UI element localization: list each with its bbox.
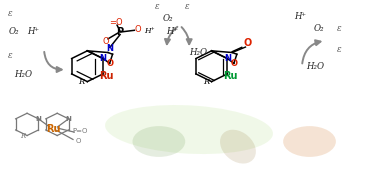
Ellipse shape [105,105,273,154]
Text: H₂O: H₂O [189,48,208,57]
Text: ε: ε [336,24,341,33]
Text: O: O [102,37,109,46]
Text: H₂O: H₂O [306,62,324,71]
Text: P=O: P=O [72,128,87,134]
Text: ε: ε [185,2,189,11]
Ellipse shape [283,126,336,157]
Text: ε: ε [336,45,341,54]
Text: O: O [231,59,237,68]
Text: H⁺: H⁺ [27,28,39,37]
Text: R: R [203,78,209,86]
Text: =O: =O [110,18,123,27]
Text: N: N [107,44,113,53]
Text: H₂O: H₂O [14,70,33,79]
Text: H⁺: H⁺ [166,28,178,37]
Text: O₂: O₂ [9,28,19,37]
Text: Ru: Ru [99,71,113,81]
Text: N: N [224,54,231,63]
Ellipse shape [133,126,185,157]
Text: Ru: Ru [223,71,237,81]
Text: O: O [135,25,141,34]
Text: H⁺: H⁺ [294,12,306,21]
Text: R: R [20,131,25,139]
Text: ε: ε [8,9,12,18]
Text: O₂: O₂ [314,24,324,33]
Ellipse shape [220,130,256,163]
Text: R: R [79,78,85,86]
Text: O: O [106,59,113,68]
Text: H⁺: H⁺ [144,27,155,35]
Text: N: N [99,54,107,63]
Text: P: P [116,27,124,37]
Text: N: N [36,116,42,122]
Text: O: O [75,138,81,144]
Text: O: O [243,38,251,48]
Text: Ru: Ru [46,124,61,134]
Text: ε: ε [155,2,159,11]
Text: ε: ε [8,51,12,60]
Text: N: N [66,116,71,122]
Text: O₂: O₂ [163,14,174,23]
